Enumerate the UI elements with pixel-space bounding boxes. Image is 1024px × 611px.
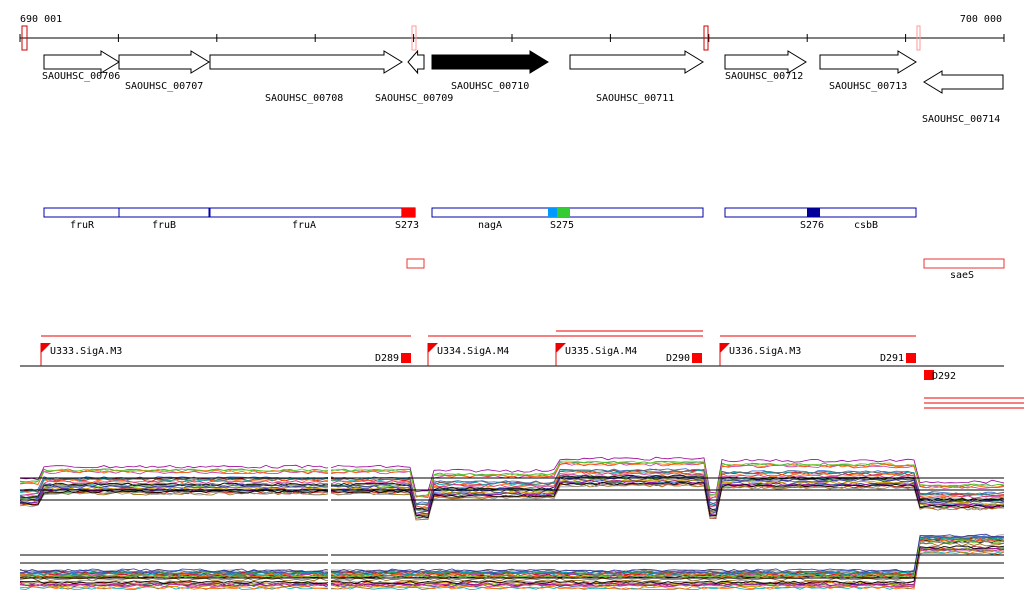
gene-arrow [923, 70, 1004, 94]
promoter-label: U335.SigA.M4 [565, 346, 637, 357]
gene-label: SAOUHSC_00713 [829, 81, 907, 92]
gene-arrow [569, 50, 704, 74]
sae-box [923, 258, 1005, 269]
feature-label: S276 [800, 220, 824, 231]
terminator-label: D290 [666, 353, 690, 364]
feature-box [43, 207, 120, 218]
gene-label: SAOUHSC_00710 [451, 81, 529, 92]
region-marker [21, 25, 28, 51]
feature-block [402, 208, 415, 217]
feature-block [557, 208, 570, 217]
gene-arrow [118, 50, 210, 74]
region-marker [916, 25, 921, 51]
terminator [692, 353, 702, 363]
expression-line [19, 534, 1005, 574]
feature-label: fruR [70, 220, 95, 231]
promoter-flag [41, 343, 51, 353]
expression-line [19, 478, 1005, 515]
gene-arrow [209, 50, 403, 74]
expression-line [19, 460, 1005, 498]
promoter-flag [556, 343, 566, 353]
region-marker [703, 25, 709, 51]
gene-label: SAOUHSC_00714 [922, 114, 1000, 125]
feature-label: fruB [152, 220, 176, 231]
feature-block [548, 208, 557, 217]
feature-label: saeS [950, 270, 974, 281]
gene-label: SAOUHSC_00706 [42, 71, 120, 82]
expression-line [19, 456, 1005, 494]
expression-line [19, 460, 1005, 497]
expression-line [19, 535, 1005, 574]
gene-arrow [43, 50, 120, 74]
feature-label: csbB [854, 220, 878, 231]
promoter-label: U334.SigA.M4 [437, 346, 509, 357]
feature-box [118, 207, 210, 218]
gene-arrow [819, 50, 917, 74]
feature-block [807, 208, 820, 217]
gene-label: SAOUHSC_00707 [125, 81, 203, 92]
feature-label: nagA [478, 220, 502, 231]
terminator-label: D289 [375, 353, 399, 364]
terminator-label: D291 [880, 353, 904, 364]
expression-line [19, 468, 1005, 506]
promoter-label: U336.SigA.M3 [729, 346, 801, 357]
expression-line [19, 461, 1005, 498]
expression-line [19, 545, 1005, 585]
expression-line [19, 548, 1005, 588]
feature-label: S273 [395, 220, 419, 231]
gene-label: SAOUHSC_00708 [265, 93, 343, 104]
expression-line [20, 481, 1005, 519]
terminator [924, 370, 934, 380]
gene-label: SAOUHSC_00712 [725, 71, 803, 82]
feature-label: S275 [550, 220, 574, 231]
ruler-start: 690 001 [20, 14, 62, 25]
gene-arrow [431, 50, 549, 74]
expression-line [19, 536, 1005, 576]
feature-label: fruA [292, 220, 316, 231]
expression-line [19, 472, 1005, 509]
feature-box [209, 207, 403, 218]
gene-label: SAOUHSC_00709 [375, 93, 453, 104]
gene-arrow [407, 49, 425, 75]
promoter-flag [428, 343, 438, 353]
ruler-end: 700 000 [960, 14, 1002, 25]
expression-line [19, 538, 1005, 578]
promoter-label: U333.SigA.M3 [50, 346, 122, 357]
promoter-flag [720, 343, 730, 353]
region-marker [411, 25, 417, 51]
terminator-label: D292 [932, 371, 956, 382]
gene-label: SAOUHSC_00711 [596, 93, 674, 104]
expression-line [19, 478, 1005, 516]
sae-box [406, 258, 425, 269]
expression-line [19, 533, 1005, 573]
terminator [401, 353, 411, 363]
gene-arrow [724, 50, 807, 74]
expression-line [19, 547, 1005, 587]
gap [328, 455, 331, 595]
terminator [906, 353, 916, 363]
feature-box [724, 207, 917, 218]
